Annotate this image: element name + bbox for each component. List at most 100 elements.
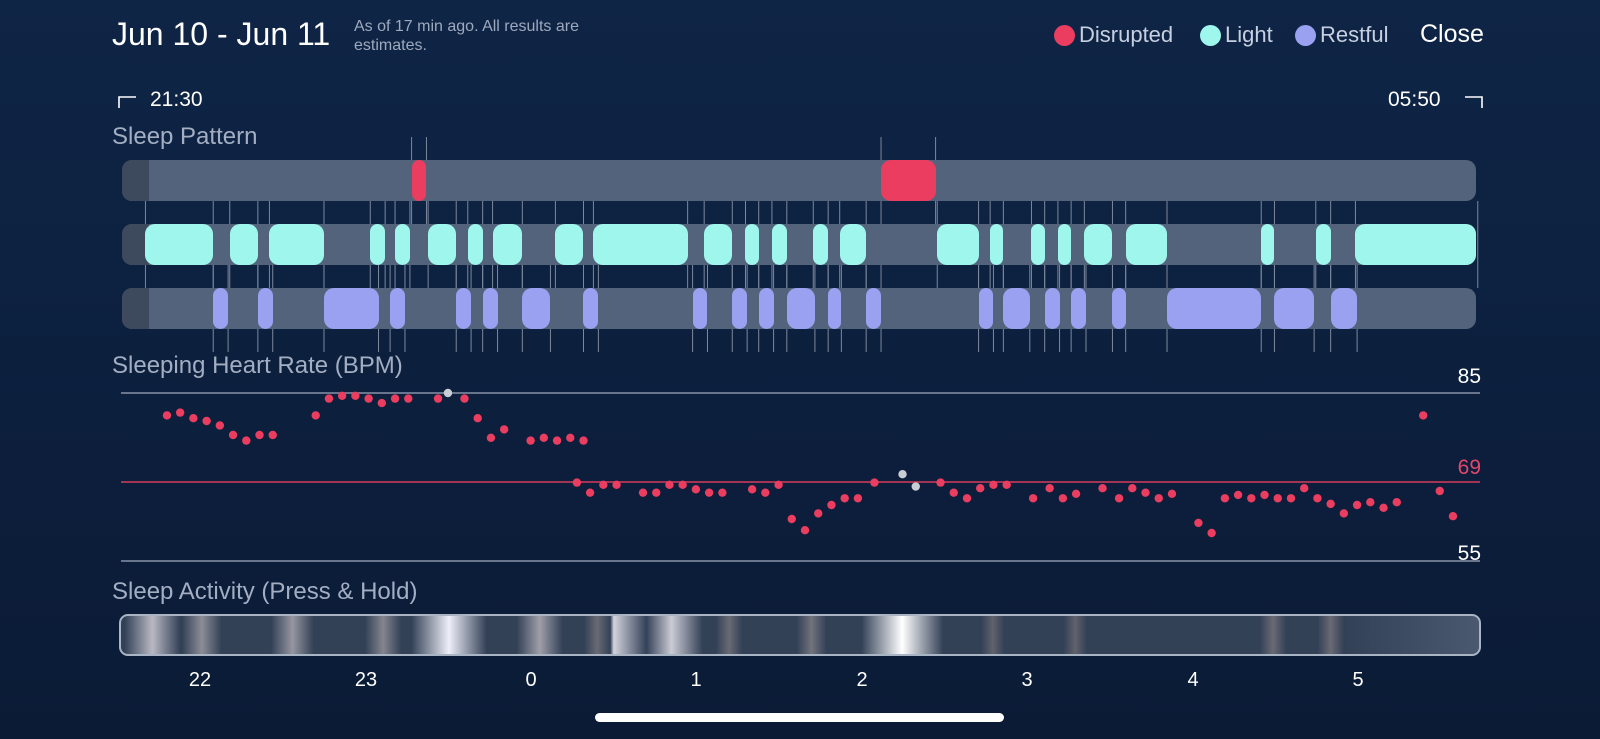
heart-rate-point — [678, 480, 687, 490]
heart-rate-point — [526, 436, 535, 445]
restful-segment — [323, 288, 379, 329]
legend-light-label: Light — [1225, 22, 1273, 47]
heart-rate-point — [552, 436, 562, 445]
heart-rate-point — [1220, 494, 1230, 503]
restful-segment — [456, 288, 472, 329]
heart-rate-point — [1128, 484, 1137, 493]
tick-label: 0 — [525, 669, 537, 691]
heart-rate-point — [599, 480, 608, 490]
light-segment — [229, 224, 258, 265]
heart-rate-point — [242, 436, 251, 445]
heart-rate-point — [1071, 489, 1081, 498]
heart-rate-point — [976, 484, 985, 493]
heart-rate-point — [1058, 494, 1068, 503]
sleep-activity-bar[interactable] — [119, 614, 1481, 656]
restful-segment — [390, 288, 405, 329]
heart-rate-point — [460, 394, 469, 403]
restful-segment — [482, 288, 498, 329]
restful-dot-icon — [1295, 24, 1316, 46]
heart-rate-point — [718, 488, 727, 497]
light-segment — [145, 224, 214, 265]
heart-rate-point-gray — [911, 482, 920, 491]
heart-rate-point — [1207, 528, 1216, 538]
tick-label: 23 — [354, 669, 378, 691]
restful-segment — [786, 288, 815, 329]
heart-rate-point — [1141, 488, 1150, 497]
heart-rate-point — [1326, 499, 1335, 509]
heart-rate-point — [175, 408, 185, 417]
heart-rate-point — [324, 394, 334, 403]
heart-rate-point — [814, 509, 823, 518]
heart-rate-point — [351, 391, 360, 400]
heart-rate-point — [1448, 512, 1458, 521]
restful-segment — [978, 288, 994, 329]
heart-rate-point — [255, 430, 264, 440]
light-segment — [1084, 224, 1113, 265]
heart-rate-point — [774, 480, 783, 490]
heart-rate-point — [827, 500, 836, 510]
sleep-activity-title: Sleep Activity (Press & Hold) — [112, 578, 418, 605]
end-bracket-icon — [1465, 96, 1483, 108]
heart-rate-point — [1286, 494, 1296, 503]
legend-restful-label: Restful — [1320, 22, 1389, 47]
heart-rate-point — [691, 485, 701, 494]
restful-segment — [1112, 288, 1126, 329]
min-label: 55 — [1458, 542, 1481, 565]
heart-rate-point-gray — [443, 388, 453, 398]
heart-rate-point — [566, 433, 575, 442]
heart-rate-point — [1352, 500, 1362, 510]
light-segment — [990, 224, 1004, 265]
light-segment — [269, 224, 324, 265]
heart-rate-point — [390, 394, 400, 403]
heart-rate-point — [1194, 518, 1203, 528]
heart-rate-point — [1366, 498, 1375, 507]
light-segment — [704, 224, 733, 265]
light-row — [122, 224, 1476, 265]
heart-rate-point — [486, 433, 496, 442]
restful-segment — [1044, 288, 1060, 329]
heart-rate-title: Sleeping Heart Rate (BPM) — [112, 352, 403, 379]
heart-rate-point — [1379, 503, 1388, 512]
tick-label: 3 — [1021, 669, 1033, 691]
disrupted-segment — [881, 160, 936, 201]
light-dot-icon — [1200, 24, 1221, 46]
heart-rate-point-gray — [898, 470, 907, 479]
home-indicator[interactable] — [595, 713, 1004, 722]
light-segment — [1125, 224, 1167, 265]
light-segment — [492, 224, 523, 265]
heart-rate-point — [1435, 486, 1444, 496]
restful-segment — [866, 288, 882, 329]
heart-rate-point — [1233, 490, 1243, 500]
legend-restful: Restful — [1295, 22, 1388, 48]
heart-rate-point — [612, 480, 621, 490]
heart-rate-point — [1028, 494, 1038, 503]
end-time: 05:50 — [1388, 88, 1441, 111]
light-segment — [593, 224, 688, 265]
heart-rate-point — [936, 478, 945, 487]
heart-rate-point — [800, 526, 810, 535]
heart-rate-point — [949, 488, 958, 497]
tick-label: 5 — [1352, 669, 1364, 691]
heart-rate-point — [761, 488, 770, 497]
heart-rate-point — [404, 394, 413, 403]
estimate-note: As of 17 min ago. All results are estima… — [354, 18, 579, 54]
heart-rate-point — [1098, 484, 1107, 493]
light-segment — [1261, 224, 1275, 265]
heart-rate-point — [787, 514, 796, 524]
restful-segment — [692, 288, 708, 329]
light-segment — [839, 224, 867, 265]
tick-label: 4 — [1187, 669, 1199, 691]
heart-rate-point — [1300, 484, 1309, 493]
heart-rate-point — [364, 394, 373, 403]
heart-rate-point — [1167, 489, 1177, 498]
close-button[interactable]: Close — [1420, 20, 1484, 48]
heart-rate-point — [652, 488, 661, 497]
legend-disrupted-label: Disrupted — [1079, 22, 1174, 47]
heart-rate-point — [189, 414, 198, 423]
disrupted-dot-icon — [1054, 24, 1075, 46]
heart-rate-point — [162, 411, 172, 420]
heart-rate-point — [377, 398, 387, 408]
restful-segment — [583, 288, 599, 329]
light-segment — [813, 224, 829, 265]
